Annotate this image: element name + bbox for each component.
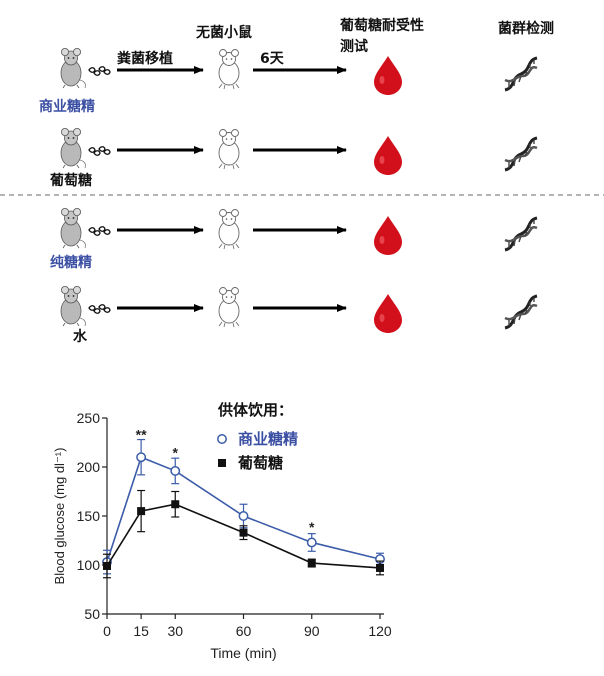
blood-drop-icon [374, 56, 402, 95]
donor-mouse-icon [60, 285, 86, 327]
donor-mouse-icon [60, 127, 86, 169]
y-tick-label: 150 [77, 508, 101, 524]
group-label-water: 水 [73, 329, 87, 345]
y-axis-label: Blood glucose (mg dl⁻¹) [52, 448, 67, 585]
x-tick-label: 30 [167, 623, 183, 639]
y-tick-label: 200 [77, 459, 101, 475]
data-point [306, 537, 317, 548]
experiment-row [60, 127, 539, 175]
group-label-glucose: 葡萄糖 [50, 173, 92, 189]
glucose-tolerance-test-label-line2: 测试 [340, 39, 368, 55]
dna-icon [503, 294, 539, 330]
blood-glucose-chart: 50 100 150 200 250 0 15 30 60 90 120 Time (min) Bloo… [52, 410, 392, 661]
data-point [170, 465, 181, 476]
blood-drop-icon [374, 216, 402, 255]
microbiome-analysis-label: 菌群检测 [498, 21, 554, 37]
significance-marker: * [173, 444, 179, 460]
data-point [238, 511, 249, 521]
y-tick-label: 100 [77, 557, 101, 573]
legend-marker-commercial-saccharin [217, 434, 227, 444]
glucose-tolerance-test-label: 葡萄糖耐受性 [340, 18, 424, 34]
legend-title: 供体饮用： [218, 401, 294, 419]
dna-icon [503, 136, 539, 172]
blood-drop-icon [374, 294, 402, 333]
feces-icon [88, 304, 111, 314]
dna-icon [503, 56, 539, 92]
y-tick-label: 250 [77, 410, 101, 426]
significance-marker: * [309, 519, 315, 535]
series-glucose [103, 489, 384, 579]
experiment-row [60, 207, 539, 255]
experiment-row [60, 47, 539, 95]
data-point [137, 507, 146, 516]
germ-free-mouse-icon [218, 287, 240, 328]
series-line [106, 503, 381, 569]
germ-free-mouse-icon [218, 129, 240, 170]
data-point [239, 528, 248, 537]
y-tick-label: 50 [84, 606, 100, 622]
group-label-commercial-saccharin: 商业糖精 [39, 99, 95, 115]
experiment-diagram [0, 47, 604, 333]
germ-free-mice-label: 无菌小鼠 [196, 25, 252, 41]
donor-mouse-icon [60, 207, 86, 249]
feces-icon [88, 66, 111, 76]
x-tick-label: 0 [103, 623, 111, 639]
series-line [106, 456, 381, 563]
data-point [376, 563, 384, 572]
data-point [171, 500, 180, 509]
days-label: 6天 [260, 51, 284, 67]
x-axis-label: Time (min) [210, 645, 276, 661]
legend-label-glucose: 葡萄糖 [238, 454, 284, 472]
x-tick-label: 15 [133, 623, 149, 639]
significance-marker: ** [136, 427, 147, 443]
data-point [136, 452, 147, 463]
x-tick-label: 90 [304, 623, 320, 639]
legend-label-commercial-saccharin: 商业糖精 [238, 430, 299, 448]
donor-mouse-icon [60, 47, 86, 89]
x-tick-label: 60 [236, 623, 252, 639]
legend-marker-glucose [218, 459, 226, 467]
data-point [307, 559, 316, 568]
germ-free-mouse-icon [218, 49, 240, 90]
data-point [103, 561, 111, 570]
x-tick-label: 120 [368, 623, 392, 639]
germ-free-mouse-icon [218, 209, 240, 250]
blood-drop-icon [374, 136, 402, 175]
experiment-row [60, 285, 539, 333]
feces-icon [88, 146, 111, 156]
dna-icon [503, 216, 539, 252]
group-label-pure-saccharin: 纯糖精 [50, 255, 92, 271]
feces-icon [88, 226, 111, 236]
fecal-transplant-label: 粪菌移植 [117, 51, 173, 67]
